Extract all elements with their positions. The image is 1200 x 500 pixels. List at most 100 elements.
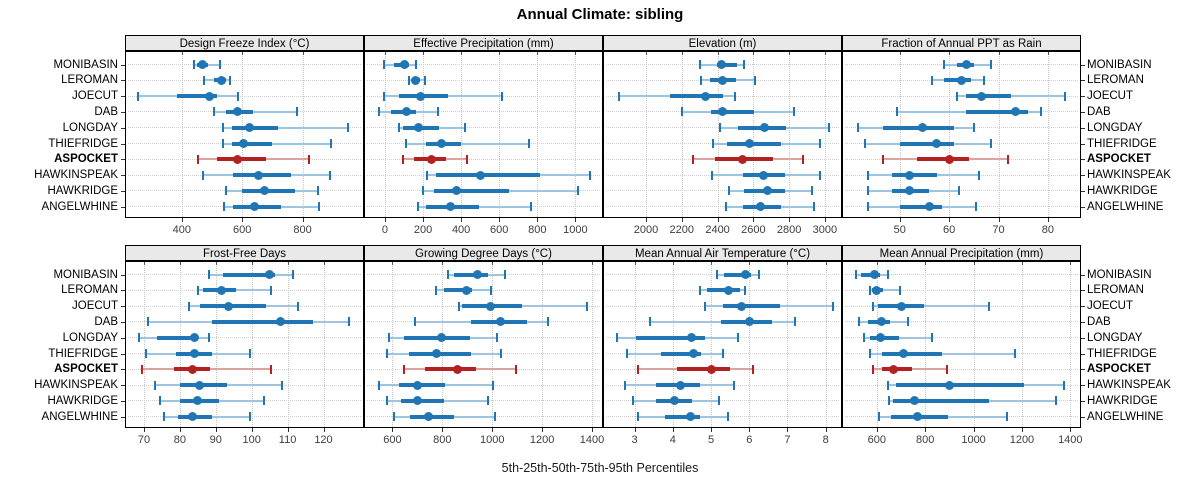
whisker-cap-5th — [866, 186, 869, 196]
y-tick-left — [121, 175, 125, 177]
median-dot — [402, 107, 412, 117]
x-tick-label: 200 — [413, 224, 433, 236]
row-guideline — [128, 337, 361, 339]
station-label-right: THIEFRIDGE — [1087, 137, 1157, 150]
whisker-cap-95th — [346, 123, 349, 133]
whisker-cap-95th — [347, 317, 350, 327]
gridline-vertical — [492, 262, 494, 427]
x-tick-label: 5 — [707, 434, 715, 446]
x-tick — [925, 428, 927, 432]
station-label-right: HAWKRIDGE — [1087, 184, 1158, 197]
whisker-cap-95th — [514, 364, 517, 374]
whisker-cap-5th — [435, 285, 438, 295]
whisker-cap-95th — [721, 349, 724, 358]
whisker-cap-5th — [413, 317, 416, 327]
median-dot — [204, 91, 214, 101]
x-tick — [899, 218, 901, 222]
x-tick — [749, 428, 751, 432]
whisker-cap-95th — [1039, 107, 1042, 117]
x-tick-top — [789, 52, 791, 55]
whisker-cap-5th — [377, 380, 380, 390]
x-tick-label: 6 — [746, 434, 753, 446]
median-dot — [932, 139, 942, 148]
station-label-left: HAWKINSPEAK — [34, 379, 118, 392]
median-dot — [957, 75, 966, 85]
median-dot — [233, 107, 243, 117]
whisker-cap-95th — [818, 139, 821, 148]
x-tick-top — [392, 262, 394, 265]
x-tick-top — [998, 52, 1000, 55]
y-tick-left — [121, 80, 125, 82]
whisker-cap-5th — [386, 396, 389, 406]
whisker-cap-5th — [637, 364, 640, 374]
median-dot — [446, 202, 456, 212]
whisker-cap-95th — [501, 91, 504, 101]
whisker-cap-95th — [316, 186, 319, 196]
x-tick-label: 1000 — [961, 434, 986, 446]
whisker-range-25-75 — [966, 94, 1011, 99]
whisker-cap-95th — [529, 202, 532, 212]
median-dot — [431, 349, 441, 358]
median-dot — [718, 107, 728, 117]
station-label-right: JOECUT — [1087, 90, 1133, 103]
x-tick-top — [181, 52, 183, 55]
whisker-cap-95th — [813, 202, 816, 212]
whisker-cap-5th — [712, 139, 715, 148]
whisker-cap-5th — [146, 317, 149, 327]
x-tick-label: 800 — [433, 434, 452, 446]
median-dot — [944, 154, 954, 164]
x-tick-top — [592, 262, 594, 265]
panel-strip: Fraction of Annual PPT as Rain — [842, 35, 1081, 51]
x-tick — [1070, 428, 1072, 432]
y-tick-right — [1081, 175, 1085, 177]
whisker-cap-95th — [415, 60, 418, 69]
whisker-cap-95th — [794, 317, 797, 327]
row-guideline — [845, 337, 1078, 339]
station-label-right: HAWKRIDGE — [1087, 394, 1158, 407]
median-dot — [909, 396, 919, 406]
gridline-vertical — [1070, 262, 1072, 427]
x-tick — [323, 428, 325, 432]
whisker-cap-95th — [503, 270, 506, 279]
x-tick — [442, 428, 444, 432]
whisker-cap-95th — [437, 107, 440, 117]
gridline-vertical — [392, 262, 394, 427]
whisker-cap-95th — [499, 349, 502, 358]
x-tick-top — [251, 262, 253, 265]
median-dot — [249, 202, 259, 212]
whisker-cap-5th — [404, 139, 407, 148]
x-tick — [592, 428, 594, 432]
median-dot — [451, 186, 461, 196]
station-label-right: ANGELWHINE — [1087, 410, 1164, 423]
y-tick-left — [121, 369, 125, 371]
median-dot — [496, 317, 506, 327]
median-dot — [436, 139, 446, 148]
x-tick-label: 3000 — [812, 224, 838, 236]
row-guideline — [367, 158, 600, 160]
median-dot — [189, 333, 199, 343]
plot-area — [125, 51, 364, 218]
y-tick-right — [1081, 143, 1085, 145]
figure-caption: 5th-25th-50th-75th-95th Percentiles — [501, 461, 699, 475]
whisker-cap-95th — [547, 317, 550, 327]
x-tick-top — [646, 52, 648, 55]
gridline-vertical — [681, 52, 683, 217]
x-tick — [384, 218, 386, 222]
whisker-cap-95th — [945, 364, 948, 374]
x-tick-top — [749, 262, 751, 265]
station-label-right: MONIBASIN — [1087, 268, 1152, 281]
median-dot — [877, 317, 887, 327]
whisker-range-25-75 — [724, 272, 752, 277]
whisker-cap-95th — [297, 301, 300, 311]
whisker-range-5-95 — [458, 305, 588, 308]
median-dot — [744, 317, 754, 327]
median-dot — [675, 380, 685, 390]
whisker-cap-5th — [704, 301, 707, 311]
x-tick — [681, 218, 683, 222]
station-label-right: DAB — [1087, 315, 1111, 328]
x-tick-label: 800 — [528, 224, 547, 236]
station-label-left: THIEFRIDGE — [48, 347, 118, 360]
whisker-range-25-75 — [661, 351, 702, 356]
y-tick-right — [1081, 159, 1085, 161]
median-dot — [763, 186, 773, 196]
